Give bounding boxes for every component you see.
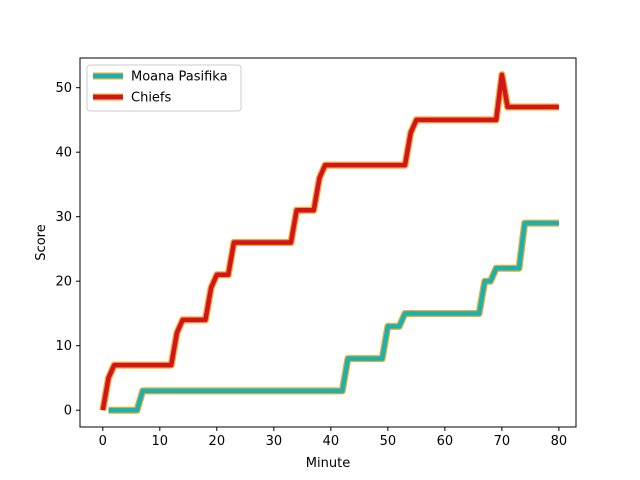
series-layer [99,71,559,414]
x-axis-ticks: 0 10 20 30 40 50 60 70 80 [99,427,568,449]
legend-label-chiefs: Chiefs [131,91,172,106]
y-tick-label: 40 [55,146,72,161]
y-tick-label: 0 [64,404,72,419]
y-tick-label: 20 [55,275,72,290]
x-tick-label: 80 [551,434,568,449]
series-line-moana-pasifika [108,220,559,413]
y-tick-label: 30 [55,210,72,225]
plot-frame [79,57,577,428]
legend: Moana Pasifika Chiefs [86,64,242,112]
x-tick-label: 70 [494,434,511,449]
y-tick-label: 50 [55,81,72,96]
y-tick-label: 10 [55,339,72,354]
series-line-chiefs [100,72,559,411]
y-axis-ticks: 0 10 20 30 40 50 [55,81,80,419]
x-axis-label: Minute [306,456,350,471]
x-tick-label: 0 [99,434,107,449]
legend-label-moana-pasifika: Moana Pasifika [131,70,228,85]
legend-box [86,64,242,112]
y-axis-label: Score [34,224,49,260]
x-tick-label: 20 [209,434,226,449]
x-tick-label: 40 [323,434,340,449]
x-tick-label: 30 [266,434,283,449]
x-tick-label: 10 [152,434,169,449]
x-tick-label: 60 [437,434,454,449]
x-tick-label: 50 [380,434,397,449]
